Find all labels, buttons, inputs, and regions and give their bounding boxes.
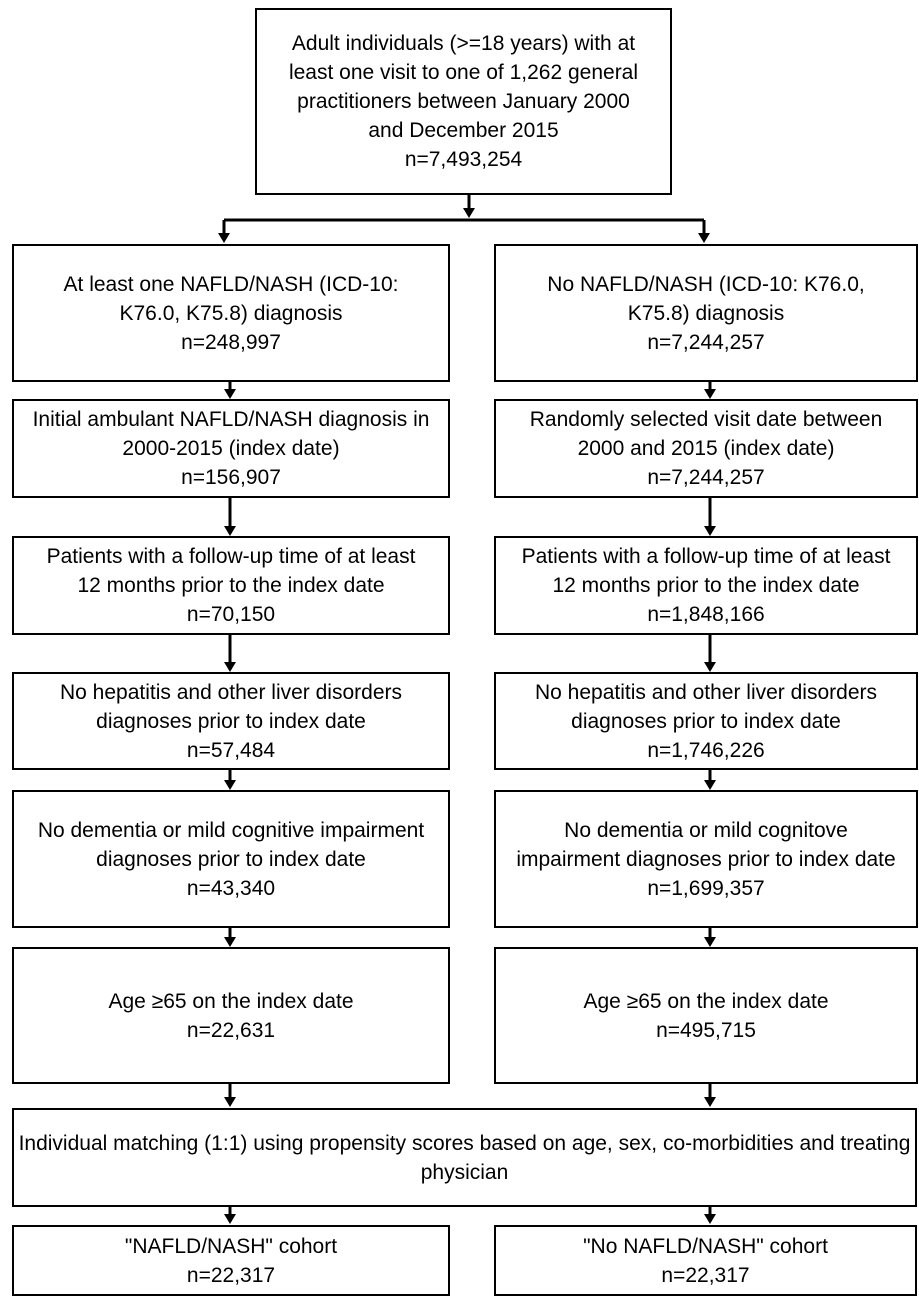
box-text-line: At least one NAFLD/NASH (ICD-10: bbox=[63, 272, 399, 296]
box-text-line: Patients with a follow-up time of at lea… bbox=[46, 545, 416, 568]
box-text-line: No hepatitis and other liver disorders bbox=[59, 680, 402, 704]
box-text-line: practitioners between January 2000 bbox=[297, 90, 630, 113]
box-text-line: 12 months prior to the index date bbox=[77, 574, 385, 597]
box-text-line: 2000-2015 (index date) bbox=[122, 437, 340, 460]
box-count: n=57,484 bbox=[186, 738, 276, 762]
left-step-6: Age ≥65 on the index date n=22,631 bbox=[12, 947, 450, 1084]
arrow-right-1-head bbox=[704, 389, 716, 399]
box-cohort-nafld: "NAFLD/NASH" cohort n=22,317 bbox=[12, 1225, 450, 1296]
arrow-top-split-head bbox=[463, 208, 475, 218]
box-propensity-matching: Individual matching (1:1) using propensi… bbox=[12, 1108, 917, 1207]
arrow-matching-to-right-cohort-head bbox=[704, 1214, 716, 1224]
box-cohort-no-nafld: "No NAFLD/NASH" cohort n=22,317 bbox=[494, 1225, 917, 1296]
box-text-line: diagnoses prior to index date bbox=[96, 709, 366, 733]
box-text-line: diagnoses prior to index date bbox=[96, 847, 366, 871]
box-text-line: Age ≥65 on the index date bbox=[108, 989, 354, 1013]
left-step-2: Initial ambulant NAFLD/NASH diagnosis in… bbox=[12, 399, 450, 498]
box-count: n=156,907 bbox=[181, 466, 281, 489]
box-text-line: impairment diagnoses prior to index date bbox=[516, 847, 896, 871]
arrow-left-3-head bbox=[224, 662, 236, 672]
box-text-line: No NAFLD/NASH (ICD-10: K76.0, bbox=[547, 272, 865, 296]
box-text-line: No dementia or mild cognitive impairment bbox=[37, 818, 425, 842]
arrow-right-to-matching-head bbox=[704, 1097, 716, 1107]
arrow-left-5-head bbox=[224, 937, 236, 947]
right-step-2: Randomly selected visit date between 2000… bbox=[494, 399, 918, 498]
box-text-line: Initial ambulant NAFLD/NASH diagnosis in bbox=[32, 408, 430, 431]
box-text-line: No hepatitis and other liver disorders bbox=[534, 680, 877, 704]
right-step-3: Patients with a follow-up time of at lea… bbox=[494, 536, 918, 635]
box-count: n=1,746,226 bbox=[647, 738, 765, 762]
box-text-line: and December 2015 bbox=[368, 119, 559, 142]
arrow-right-2-head bbox=[704, 526, 716, 536]
left-step-5: No dementia or mild cognitive impairment… bbox=[12, 790, 450, 928]
box-text-line: K76.0, K75.8) diagnosis bbox=[119, 301, 343, 325]
arrow-left-to-matching-head bbox=[224, 1097, 236, 1107]
box-count: n=70,150 bbox=[186, 603, 276, 626]
left-step-3: Patients with a follow-up time of at lea… bbox=[12, 536, 450, 635]
right-step-4: No hepatitis and other liver disorders di… bbox=[494, 672, 918, 770]
right-step-5: No dementia or mild cognitove impairment … bbox=[494, 790, 918, 928]
arrow-left-1-head bbox=[224, 389, 236, 399]
arrow-to-left-1-head bbox=[218, 233, 230, 243]
box-count: n=22,317 bbox=[661, 1263, 750, 1287]
box-text-line: diagnoses prior to index date bbox=[571, 709, 841, 733]
box-text-line: "NAFLD/NASH" cohort bbox=[124, 1234, 338, 1258]
arrow-left-4-head bbox=[224, 780, 236, 790]
box-count: n=1,848,166 bbox=[647, 603, 765, 626]
right-step-6: Age ≥65 on the index date n=495,715 bbox=[494, 947, 918, 1084]
box-text-line: Patients with a follow-up time of at lea… bbox=[521, 545, 891, 568]
arrow-right-4-head bbox=[704, 780, 716, 790]
box-count: n=495,715 bbox=[656, 1018, 756, 1042]
arrow-right-5-head bbox=[704, 937, 716, 947]
box-text-line: least one visit to one of 1,262 general bbox=[288, 61, 639, 84]
box-text-line: 2000 and 2015 (index date) bbox=[577, 437, 835, 460]
box-count: n=7,244,257 bbox=[647, 330, 765, 354]
right-step-1: No NAFLD/NASH (ICD-10: K76.0, K75.8) diag… bbox=[494, 244, 918, 382]
box-text-line: Randomly selected visit date between bbox=[529, 408, 883, 431]
box-text-line: 12 months prior to the index date bbox=[552, 574, 860, 597]
box-count: n=22,317 bbox=[186, 1263, 276, 1287]
box-count: n=1,699,357 bbox=[647, 876, 765, 900]
box-count: n=7,244,257 bbox=[647, 466, 765, 489]
arrow-to-right-1-head bbox=[698, 233, 710, 243]
box-text-line: No dementia or mild cognitove bbox=[564, 818, 848, 842]
box-count: n=22,631 bbox=[186, 1018, 276, 1042]
box-count: n=43,340 bbox=[186, 876, 276, 900]
box-study-population: Adult individuals (>=18 years) with at le… bbox=[255, 8, 672, 195]
left-step-4: No hepatitis and other liver disorders di… bbox=[12, 672, 450, 770]
box-count: n=248,997 bbox=[181, 330, 281, 354]
left-step-1: At least one NAFLD/NASH (ICD-10: K76.0, K… bbox=[12, 244, 450, 382]
box-text-line: "No NAFLD/NASH" cohort bbox=[583, 1234, 828, 1258]
box-text-line: Individual matching (1:1) using propensi… bbox=[18, 1131, 911, 1184]
box-text-line: K75.8) diagnosis bbox=[627, 301, 785, 325]
arrow-left-2-head bbox=[224, 526, 236, 536]
arrow-matching-to-left-cohort-head bbox=[224, 1214, 236, 1224]
box-count: n=7,493,254 bbox=[404, 148, 523, 171]
arrow-right-3-head bbox=[704, 662, 716, 672]
box-text-line: Adult individuals (>=18 years) with at bbox=[291, 32, 636, 55]
box-text-line: Age ≥65 on the index date bbox=[583, 989, 829, 1013]
